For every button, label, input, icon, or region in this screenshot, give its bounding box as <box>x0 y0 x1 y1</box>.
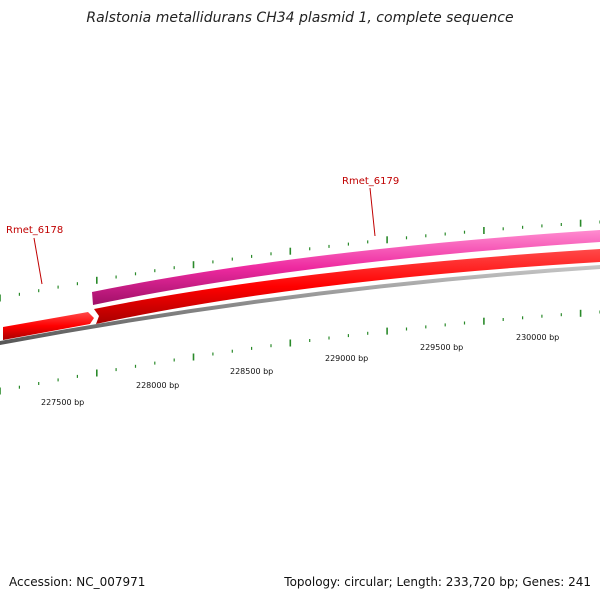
backbone-line <box>0 265 600 345</box>
position-label: 230000 bp <box>516 333 559 342</box>
gene-reverse-strand-2[interactable] <box>94 249 600 324</box>
position-label: 229500 bp <box>420 343 463 352</box>
topology-info: Topology: circular; Length: 233,720 bp; … <box>284 575 591 589</box>
gene-label-leader <box>33 237 43 285</box>
gene-label-rmet-6179[interactable]: Rmet_6179 <box>342 176 399 187</box>
position-label: 228500 bp <box>230 367 273 376</box>
gene-label-rmet-6178[interactable]: Rmet_6178 <box>6 225 63 236</box>
outer-tick-ring <box>0 219 600 302</box>
position-label: 229000 bp <box>325 354 368 363</box>
position-label: 227500 bp <box>41 398 84 407</box>
gene-label-leader <box>369 187 376 237</box>
position-label: 228000 bp <box>136 381 179 390</box>
map-title: Ralstonia metallidurans CH34 plasmid 1, … <box>86 10 514 26</box>
gene-rmet-6178[interactable] <box>3 312 94 340</box>
inner-tick-ring <box>0 309 600 395</box>
accession-text: Accession: NC_007971 <box>9 575 146 589</box>
gene-rmet-6179[interactable] <box>92 230 600 305</box>
